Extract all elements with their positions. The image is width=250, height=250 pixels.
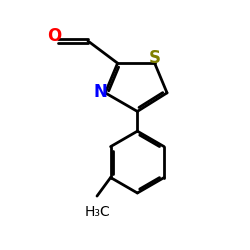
Text: O: O [47,28,61,46]
Text: N: N [94,82,108,100]
Text: H₃C: H₃C [84,205,110,219]
Text: S: S [149,49,161,67]
